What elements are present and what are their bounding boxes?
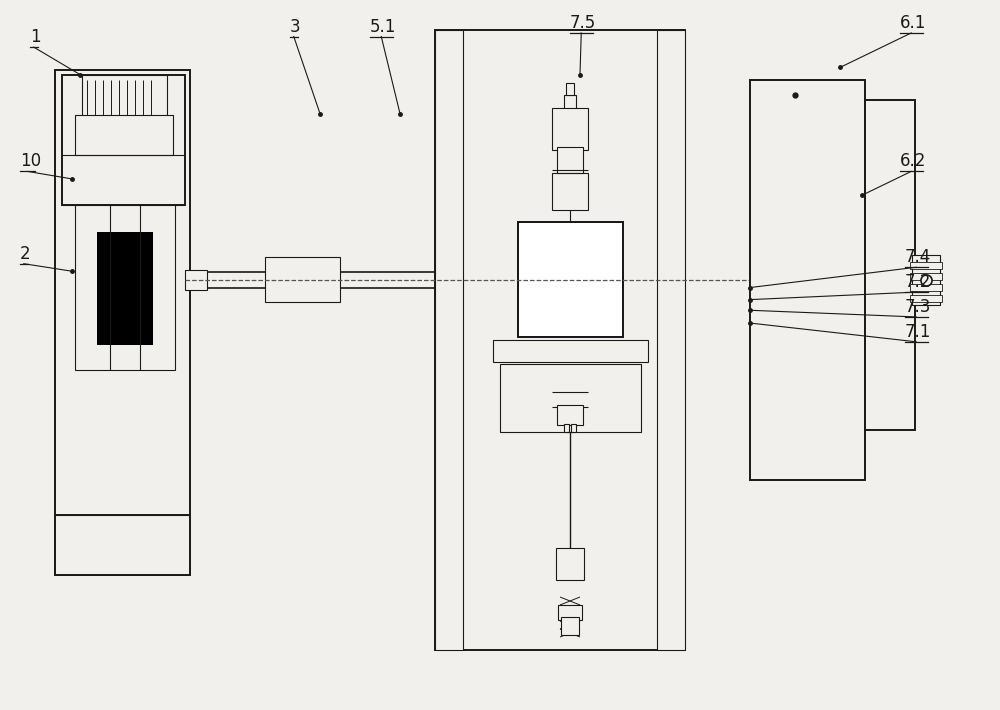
Bar [265,257,340,302]
Text: 3: 3 [290,18,301,36]
Bar [552,173,588,210]
Bar [865,100,915,430]
Bar [75,205,175,370]
Bar [55,515,190,575]
Bar [518,222,623,337]
Text: 5.1: 5.1 [370,18,396,36]
Text: 7.1: 7.1 [905,323,931,341]
Text: 10: 10 [20,153,41,170]
Bar [518,222,623,337]
Bar [750,80,865,480]
Bar [564,424,569,432]
Text: 7.3: 7.3 [905,298,931,316]
Bar [657,30,685,650]
Bar [566,83,574,95]
Bar [82,75,167,120]
Text: 7.5: 7.5 [570,14,596,32]
Text: 6.2: 6.2 [900,153,926,170]
Bar [153,230,168,350]
Bar [561,617,579,635]
Bar [558,605,582,620]
Text: 2: 2 [20,245,31,263]
Bar [500,364,641,432]
Bar [910,273,942,280]
Bar [571,424,576,432]
Bar [82,230,168,350]
Bar [435,30,685,650]
Bar [518,222,623,337]
Text: 7.4: 7.4 [905,248,931,266]
Bar [75,115,173,155]
Text: 6.1: 6.1 [900,14,926,32]
Bar [910,295,942,302]
Text: 1: 1 [30,28,41,46]
Bar [55,70,190,575]
Bar [82,345,168,355]
Bar [557,147,583,175]
Bar [910,262,942,269]
Bar [912,255,940,305]
Bar [82,220,168,232]
Bar [493,340,648,362]
Bar [552,108,588,150]
Bar [62,75,185,205]
Bar [557,405,583,425]
Bar [556,548,584,580]
Bar [82,230,97,350]
Bar [564,95,576,110]
Bar [185,270,207,290]
Bar [435,30,463,650]
Text: 7.2: 7.2 [905,273,931,291]
Bar [910,284,942,291]
